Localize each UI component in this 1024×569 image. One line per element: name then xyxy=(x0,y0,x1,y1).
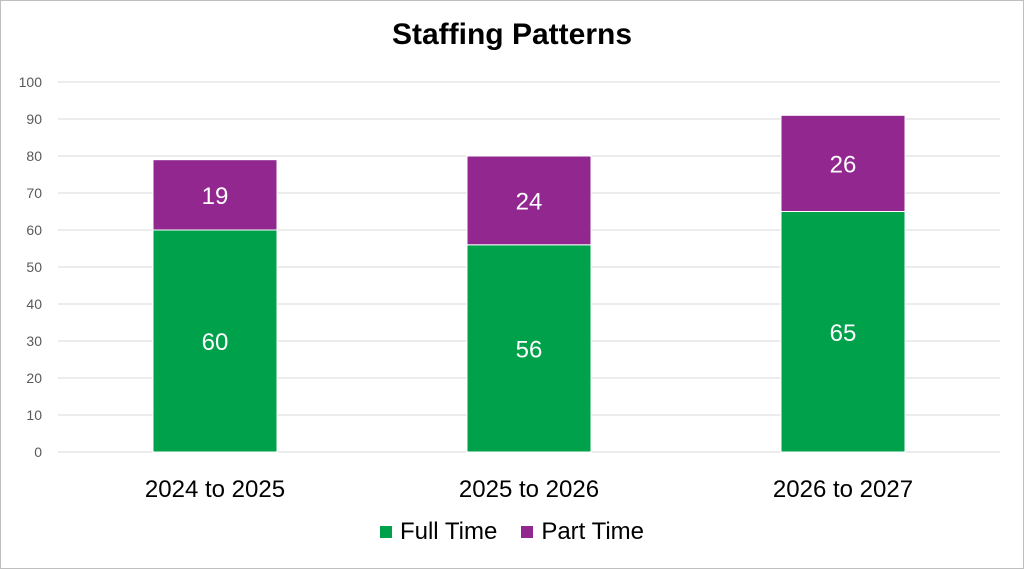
x-axis: 2024 to 2025 2025 to 2026 2026 to 2027 xyxy=(145,476,913,503)
data-label: 19 xyxy=(202,183,229,210)
data-label: 60 xyxy=(202,329,229,356)
x-tick-label: 2025 to 2026 xyxy=(459,476,599,503)
y-tick-label: 10 xyxy=(26,407,42,423)
bar-full-time-2 xyxy=(780,211,906,453)
legend-swatch xyxy=(521,526,534,538)
y-tick-label: 60 xyxy=(26,222,42,238)
bar-part-time-0 xyxy=(152,159,278,231)
y-tick-label: 30 xyxy=(26,333,42,349)
y-tick-label: 20 xyxy=(26,370,42,386)
bar-full-time-0 xyxy=(152,229,278,453)
legend-item-full-time: Full Time xyxy=(379,518,498,546)
x-tick-label: 2024 to 2025 xyxy=(145,476,285,503)
y-tick-label: 90 xyxy=(26,111,42,127)
y-tick-label: 0 xyxy=(34,444,42,460)
bar-part-time-2 xyxy=(780,114,906,212)
data-label: 26 xyxy=(830,151,857,178)
y-axis: 0 10 20 30 40 50 60 70 80 90 100 xyxy=(19,74,43,460)
bar-part-time-1 xyxy=(466,155,592,246)
data-label: 65 xyxy=(830,320,857,347)
y-tick-label: 80 xyxy=(26,148,42,164)
y-tick-label: 40 xyxy=(26,296,42,312)
y-tick-label: 50 xyxy=(26,259,42,275)
legend: Full Time Part Time xyxy=(0,518,1024,546)
data-label: 24 xyxy=(516,188,543,215)
legend-label: Full Time xyxy=(399,518,498,545)
chart-title: Staffing Patterns xyxy=(391,18,633,51)
bar-full-time-1 xyxy=(466,244,592,453)
y-tick-label: 70 xyxy=(26,185,42,201)
legend-swatch xyxy=(379,526,392,538)
bars: 60 19 56 24 65 26 xyxy=(152,114,906,453)
x-tick-label: 2026 to 2027 xyxy=(773,476,913,503)
data-label: 56 xyxy=(516,336,543,363)
y-tick-label: 100 xyxy=(19,74,43,90)
legend-label: Part Time xyxy=(541,518,645,545)
legend-item-part-time: Part Time xyxy=(521,518,644,546)
